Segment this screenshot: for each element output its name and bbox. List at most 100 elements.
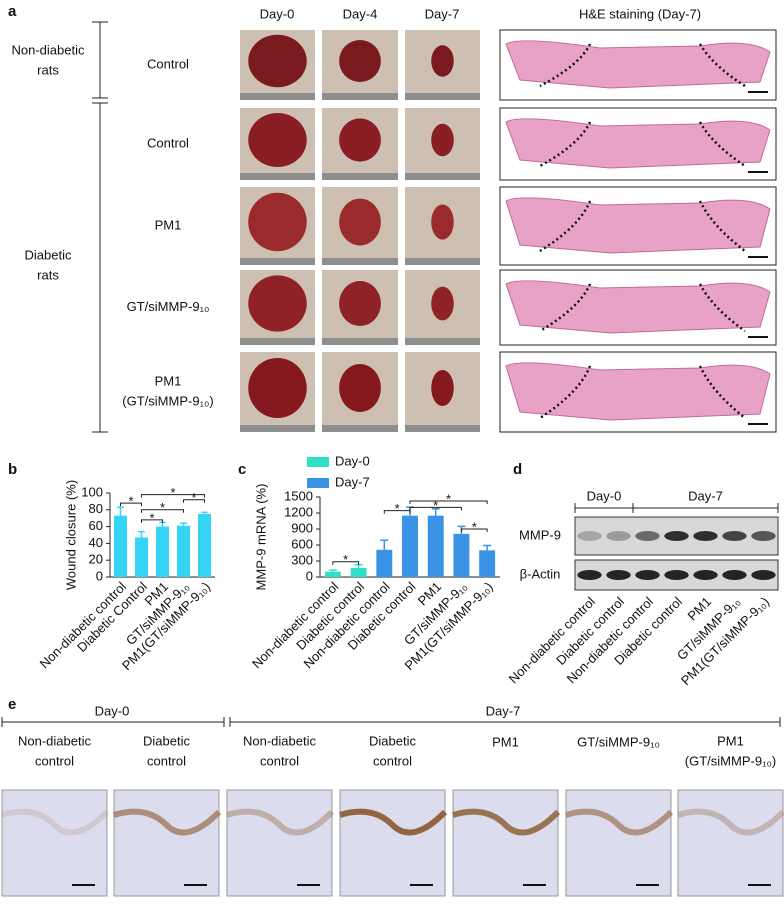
y-tick-label: 900 [291, 520, 313, 535]
ruler [322, 173, 398, 180]
column-header: H&E staining (Day-7) [579, 6, 701, 21]
ruler [405, 425, 480, 432]
ruler [322, 258, 398, 265]
ruler [405, 93, 480, 100]
sample-label: Non-diabetic [18, 733, 91, 748]
row-label: PM1 [155, 217, 182, 232]
legend-label: Day-0 [335, 453, 370, 468]
y-axis-label: Wound closure (%) [63, 480, 78, 590]
y-tick-label: 0 [96, 568, 103, 583]
ihc-image [226, 789, 333, 897]
ruler [322, 338, 398, 345]
period-bracket [1, 717, 781, 727]
significance-bracket [141, 509, 184, 513]
epidermis [339, 808, 448, 836]
ruler [322, 425, 398, 432]
bar [197, 514, 212, 577]
blot-band [635, 570, 660, 580]
error-bar [354, 563, 363, 568]
bar [479, 550, 496, 577]
sample-label: Diabetic [369, 733, 416, 748]
legend-swatch [307, 478, 329, 488]
wound-margin [698, 200, 746, 252]
bar [350, 567, 367, 577]
wound-margin [698, 121, 746, 168]
significance-bracket [120, 502, 142, 507]
ihc-image [452, 789, 559, 897]
wound-margin [539, 200, 592, 253]
bar [402, 515, 418, 577]
ruler [240, 338, 315, 345]
significance-label: * [446, 491, 451, 506]
epidermis [677, 808, 784, 836]
wound [248, 113, 307, 167]
wound [339, 281, 381, 326]
blot-row-label: MMP-9 [519, 527, 561, 542]
blot-band [722, 531, 747, 541]
sample-label: Diabetic [143, 733, 190, 748]
bar [113, 515, 128, 577]
wound [339, 118, 381, 162]
bar [324, 571, 341, 577]
ruler [405, 258, 480, 265]
blot-band [606, 570, 631, 580]
period-bracket [574, 503, 779, 513]
column-header: Day-0 [260, 6, 295, 21]
row-label: GT/siMMP-9₁₀ [127, 299, 210, 314]
blot-band [635, 531, 660, 541]
group-label: rats [37, 267, 59, 282]
sample-label: Non-diabetic [243, 733, 316, 748]
significance-label: * [149, 510, 154, 525]
wound-margin [539, 283, 592, 333]
ruler [405, 173, 480, 180]
y-tick-label: 100 [81, 484, 103, 499]
y-tick-label: 0 [306, 568, 313, 583]
significance-label: * [170, 485, 175, 500]
epidermis [452, 808, 561, 836]
wound-margin [539, 365, 592, 420]
panel-label: c [238, 461, 246, 478]
bar [453, 533, 470, 577]
epidermis [113, 808, 222, 836]
group-label: Non-diabetic [12, 42, 85, 57]
sample-label: control [147, 753, 186, 768]
blot-band [577, 531, 602, 541]
period-label: Day-0 [95, 703, 130, 718]
wound [248, 358, 307, 418]
row-label: Control [147, 135, 189, 150]
ruler [240, 425, 315, 432]
wound [431, 123, 454, 157]
period-label: Day-0 [587, 488, 622, 503]
significance-label: * [433, 498, 438, 513]
error-bar [117, 506, 124, 516]
error-bar [380, 539, 389, 550]
significance-label: * [395, 501, 400, 516]
period-label: Day-7 [688, 488, 723, 503]
error-bar [431, 507, 440, 516]
significance-label: * [191, 490, 196, 505]
bar [376, 549, 393, 577]
blot-band [693, 570, 718, 580]
wound [339, 40, 381, 82]
significance-bracket [383, 510, 411, 514]
row-label: PM1 [155, 373, 182, 388]
ihc-image [565, 789, 672, 897]
significance-label: * [160, 500, 165, 515]
significance-label: * [472, 519, 477, 534]
error-bar [201, 511, 208, 514]
sample-label: (GT/siMMP-9₁₀) [685, 753, 776, 768]
error-bar [180, 522, 187, 526]
group-label: Diabetic [25, 247, 72, 262]
bar [134, 537, 149, 577]
ruler [405, 338, 480, 345]
error-bar [328, 569, 337, 572]
significance-bracket [183, 499, 205, 503]
sample-label: control [260, 753, 299, 768]
wound [431, 286, 454, 321]
he-tissue [505, 118, 771, 169]
blot-band [751, 570, 776, 580]
bar [427, 515, 444, 577]
column-header: Day-4 [343, 6, 378, 21]
wound [248, 275, 307, 332]
